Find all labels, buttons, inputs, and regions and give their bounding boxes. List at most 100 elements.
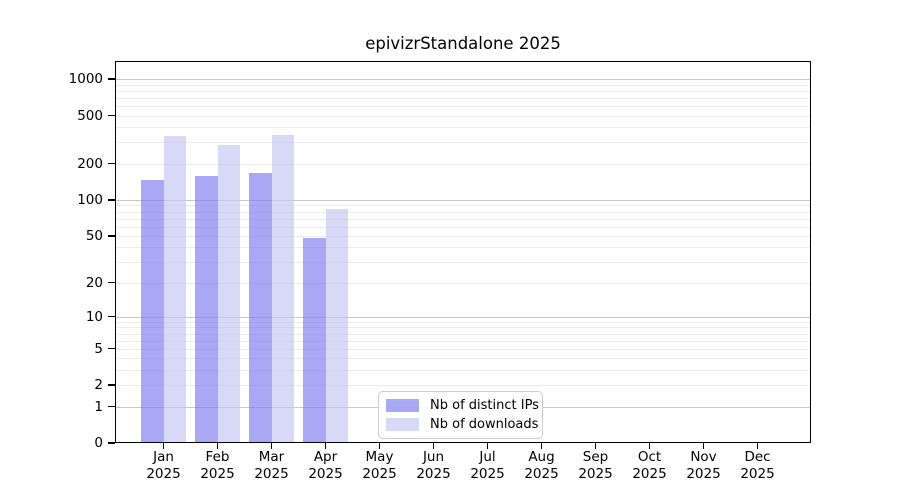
minor-gridline (115, 226, 811, 228)
y-tick-mark (108, 199, 115, 201)
minor-gridline (115, 84, 811, 86)
bar-downloads (217, 145, 240, 443)
minor-gridline (115, 235, 811, 237)
x-tick-label-sep: Sep 2025 (566, 449, 626, 483)
x-tick-year-label: 2025 (740, 466, 775, 482)
y-tick-mark (108, 384, 115, 386)
minor-gridline (115, 333, 811, 335)
minor-gridline (115, 127, 811, 129)
bar-distinct-ips (249, 173, 272, 443)
y-tick-mark (108, 442, 115, 444)
y-tick-label: 0 (94, 435, 103, 451)
y-tick-label: 100 (77, 191, 103, 208)
minor-gridline (115, 327, 811, 329)
x-tick-label-aug: Aug 2025 (512, 449, 572, 483)
legend-label-distinct-ips: Nb of distinct IPs (430, 398, 539, 413)
legend-swatch-downloads (386, 418, 419, 431)
x-tick-year-label: 2025 (146, 466, 181, 482)
x-tick-mark (540, 443, 543, 449)
y-tick-label: 500 (77, 107, 103, 124)
bar-distinct-ips (141, 180, 164, 443)
x-tick-label-oct: Oct 2025 (620, 449, 680, 483)
x-tick-year-label: 2025 (524, 466, 559, 482)
bar-downloads (325, 209, 348, 443)
minor-gridline (115, 370, 811, 371)
legend: Nb of distinct IPs Nb of downloads (378, 391, 543, 439)
bar-distinct-ips (195, 175, 218, 443)
x-tick-mark (378, 443, 381, 449)
x-tick-label-jun: Jun 2025 (404, 449, 464, 483)
minor-gridline (115, 106, 811, 107)
y-tick-label: 1 (94, 398, 103, 415)
y-tick-label: 5 (94, 340, 103, 357)
x-tick-mark (648, 443, 651, 449)
y-tick-mark (108, 347, 115, 350)
x-tick-mark (594, 443, 597, 449)
x-tick-mark (702, 443, 705, 449)
minor-gridline (115, 115, 811, 117)
x-tick-mark (216, 443, 219, 449)
chart-title: epivizrStandalone 2025 (365, 34, 561, 53)
x-tick-label-jul: Jul 2025 (458, 449, 518, 483)
y-tick-mark (108, 405, 115, 408)
x-tick-mark (756, 443, 759, 449)
x-tick-year-label: 2025 (362, 466, 397, 482)
x-tick-year-label: 2025 (578, 466, 613, 482)
minor-gridline (115, 340, 811, 342)
y-tick-mark (108, 114, 115, 117)
y-tick-label: 50 (85, 227, 103, 244)
legend-swatch-distinct-ips (386, 399, 419, 412)
y-tick-mark (108, 281, 115, 284)
y-tick-label: 10 (85, 308, 103, 325)
x-tick-mark (270, 443, 273, 449)
x-tick-mark (432, 443, 435, 449)
legend-label-downloads: Nb of downloads (430, 417, 539, 432)
minor-gridline (115, 218, 811, 220)
minor-gridline (115, 211, 811, 213)
x-tick-year-label: 2025 (470, 466, 505, 482)
x-tick-year-label: 2025 (632, 466, 667, 482)
minor-gridline (115, 247, 811, 249)
minor-gridline (115, 97, 811, 99)
minor-gridline (115, 348, 811, 350)
minor-gridline (115, 321, 811, 323)
minor-gridline (115, 163, 811, 165)
x-tick-year-label: 2025 (308, 466, 343, 482)
x-tick-mark (162, 443, 165, 449)
minor-gridline (115, 205, 811, 207)
bar-downloads (271, 134, 294, 443)
minor-gridline (115, 90, 811, 92)
legend-item-downloads: Nb of downloads (386, 417, 538, 432)
y-tick-label: 200 (77, 155, 103, 172)
y-tick-label: 20 (85, 274, 103, 291)
x-tick-label-may: May 2025 (350, 449, 410, 483)
x-tick-label-nov: Nov 2025 (674, 449, 734, 483)
major-gridline (115, 316, 811, 318)
minor-gridline (115, 385, 811, 387)
y-tick-mark (108, 78, 115, 80)
bar-downloads (163, 135, 186, 443)
legend-item-distinct-ips: Nb of distinct IPs (386, 398, 539, 413)
major-gridline (115, 199, 811, 201)
x-tick-year-label: 2025 (416, 466, 451, 482)
x-tick-label-feb: Feb 2025 (188, 449, 248, 483)
x-tick-label-jan: Jan 2025 (134, 449, 194, 483)
minor-gridline (115, 142, 811, 144)
plot-area (115, 61, 811, 449)
y-tick-label: 2 (94, 377, 103, 394)
minor-gridline (115, 358, 811, 360)
y-tick-mark (108, 162, 115, 165)
minor-gridline (115, 262, 811, 264)
x-tick-year-label: 2025 (200, 466, 235, 482)
x-tick-mark (324, 443, 327, 449)
y-tick-mark (108, 315, 115, 318)
y-tick-mark (108, 235, 115, 237)
y-tick-label: 1000 (68, 71, 103, 88)
x-tick-label-dec: Dec 2025 (728, 449, 788, 483)
bar-distinct-ips (303, 238, 326, 443)
x-tick-year-label: 2025 (254, 466, 289, 482)
x-tick-year-label: 2025 (686, 466, 721, 482)
minor-gridline (115, 282, 811, 284)
major-gridline (115, 79, 811, 81)
